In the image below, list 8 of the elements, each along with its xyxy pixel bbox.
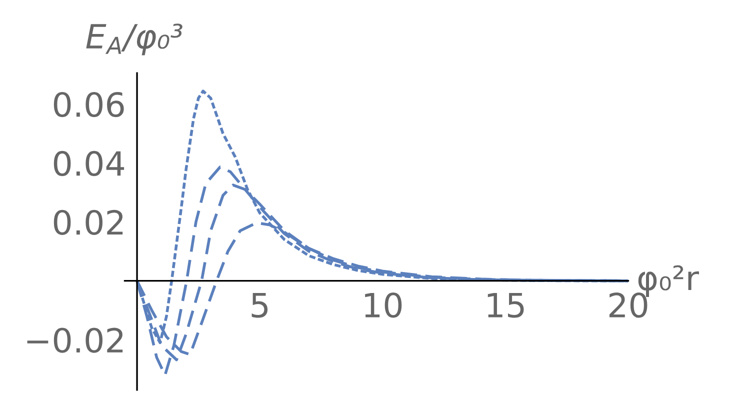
x-tick-label: 5 [252,292,268,318]
x-tick-label: 15 [488,292,524,318]
y-tick-label: 0.06 [54,92,124,118]
y-tick-label: 0.04 [54,150,124,176]
y-tick-label: −0.02 [27,328,123,353]
x-tick-label: 10 [365,292,402,318]
y-tick-label: 0.02 [54,210,123,236]
y-axis-title: E$_{A}$/φ₀³ [86,24,182,56]
